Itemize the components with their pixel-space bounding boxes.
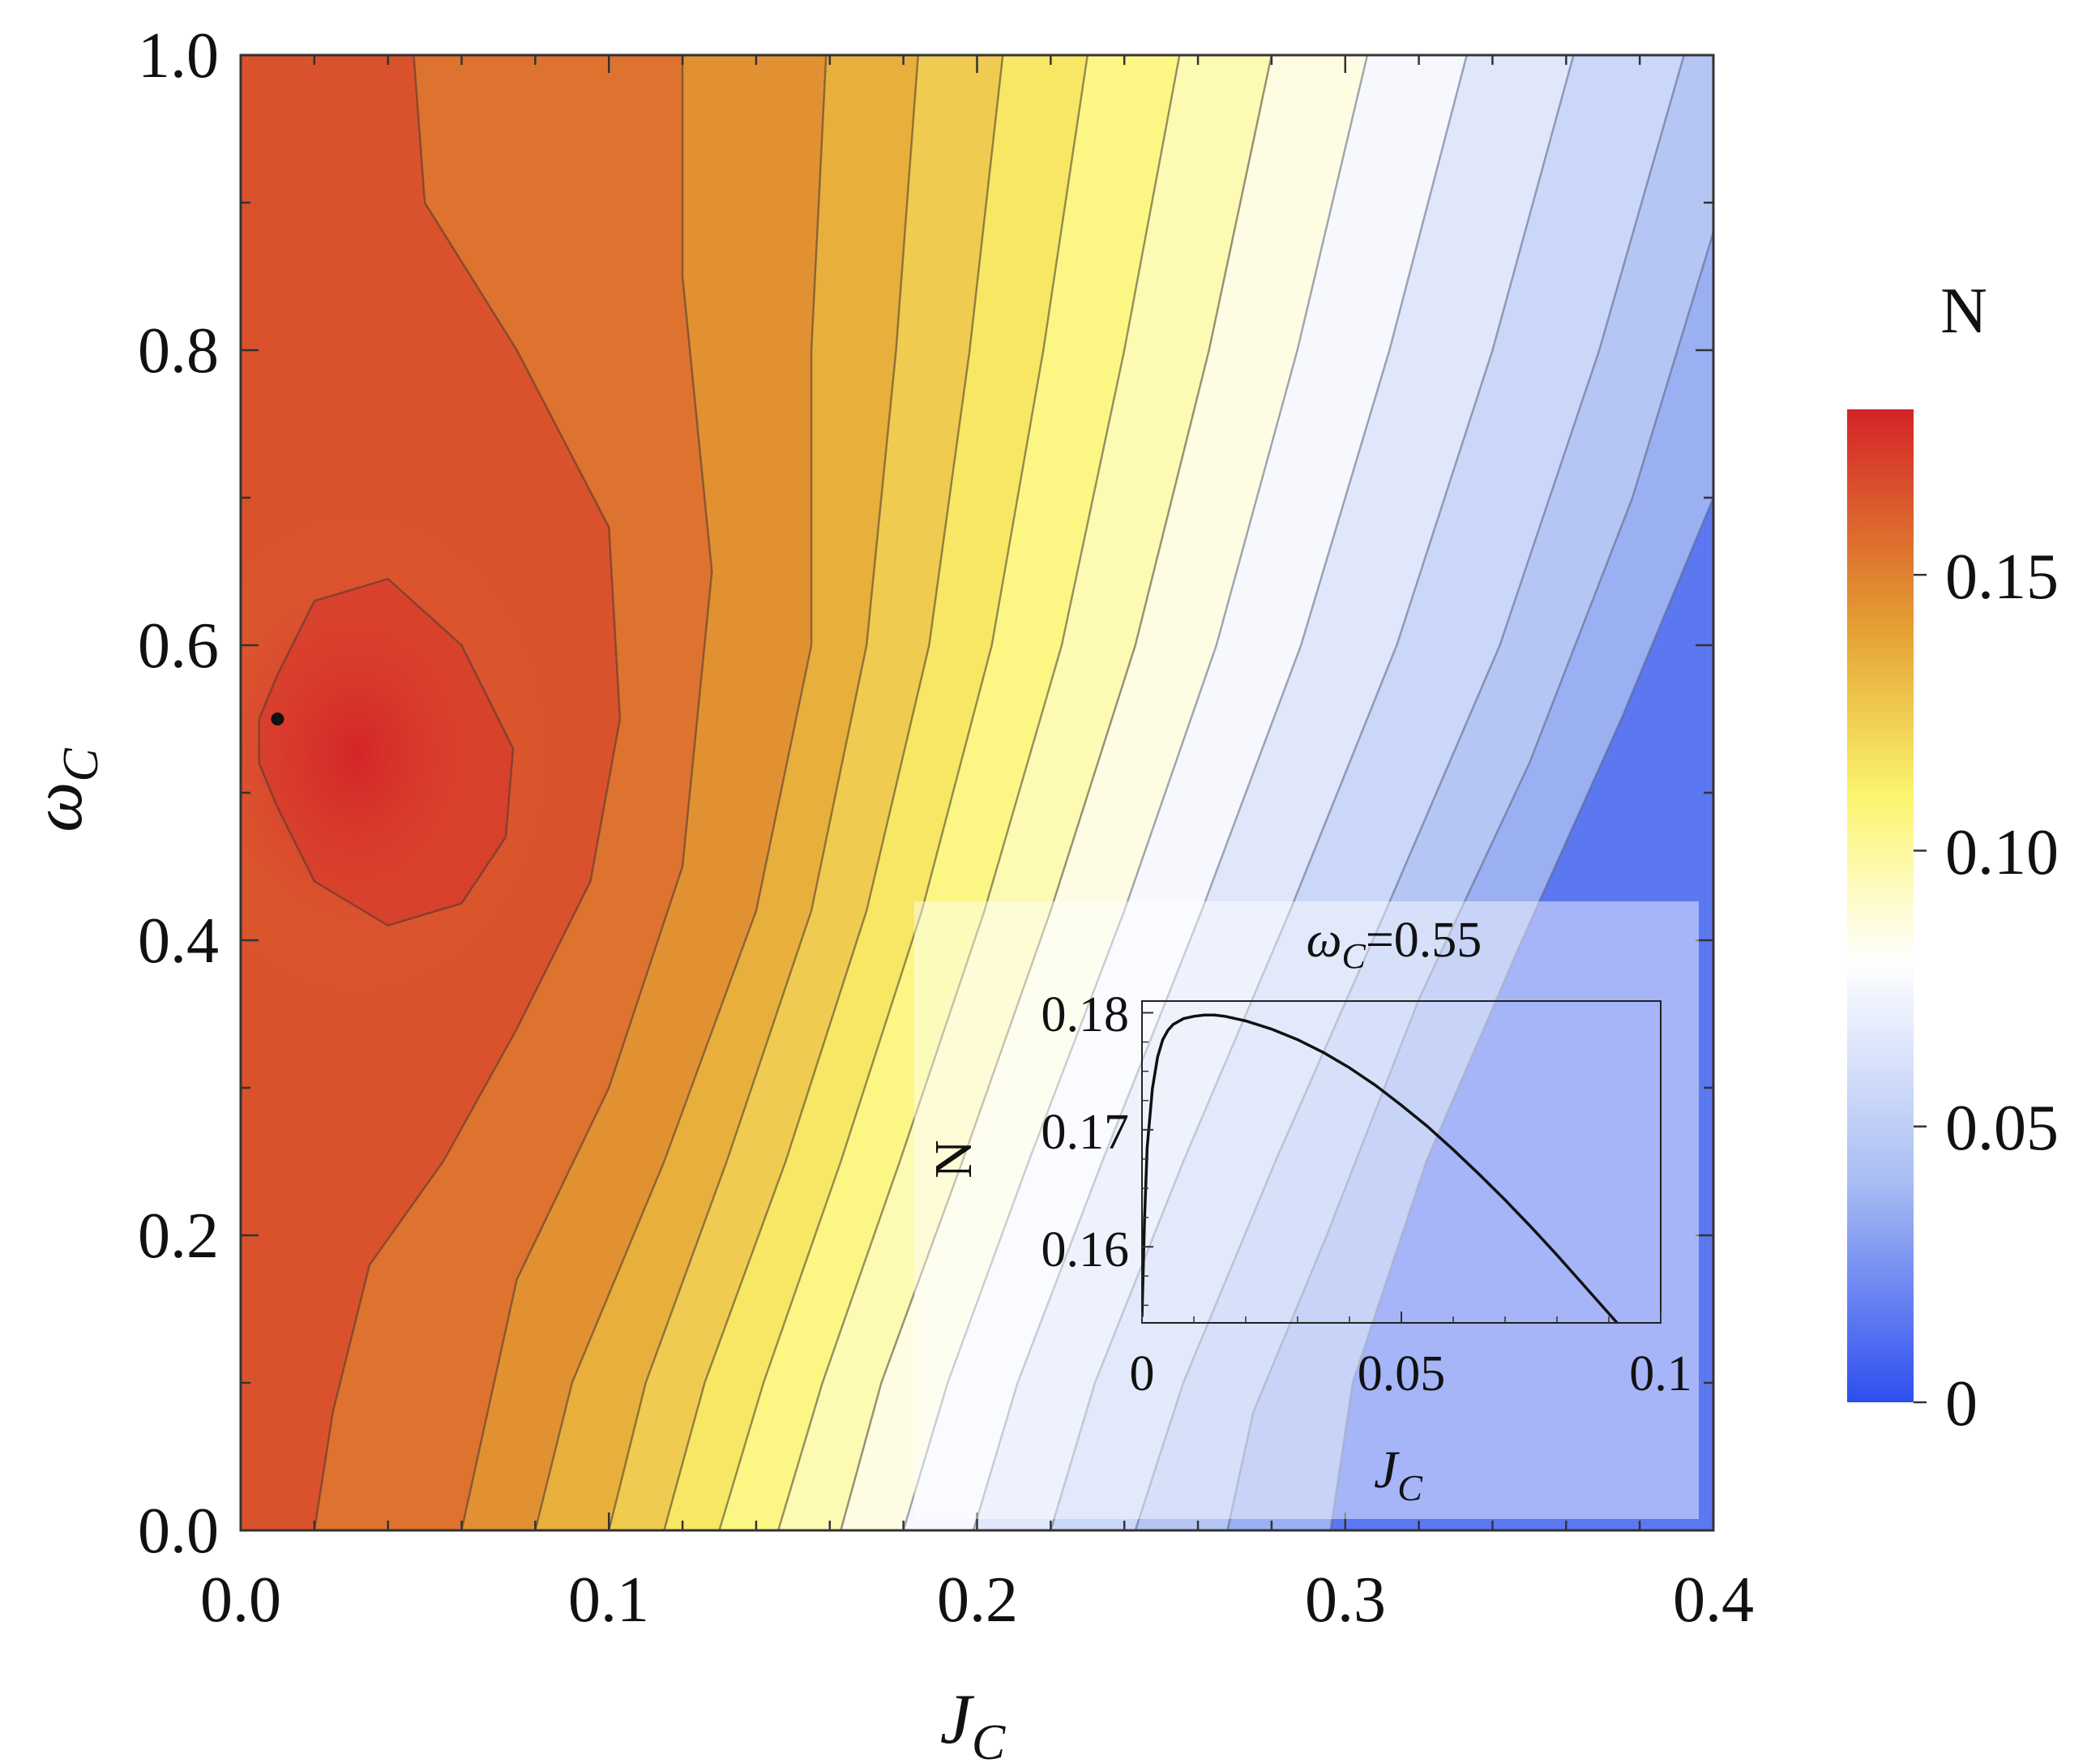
maximum-marker [271, 712, 284, 725]
colorbar-title: N [1940, 276, 1987, 347]
inset-x-axis-title: JC [1374, 1440, 1423, 1508]
contour-line [1226, 232, 1713, 1530]
y-tick-label: 0.4 [138, 905, 219, 977]
inset-x-tick-label: 0.1 [1629, 1346, 1692, 1401]
colorbar-ticks [1914, 573, 1927, 1404]
colorbar-gradient [1847, 409, 1914, 1402]
contour-line [972, 55, 1468, 1530]
contour-lines [258, 55, 1713, 1530]
contour-line [663, 55, 1004, 1530]
maximum-hotspot [241, 511, 551, 997]
x-tick-label: 0.1 [568, 1564, 649, 1636]
colorbar-tick-label: 0.05 [1945, 1093, 2059, 1164]
contour-line [460, 55, 713, 1530]
inset-x-tick-label: 0 [1130, 1346, 1155, 1401]
contour-line [313, 55, 622, 1530]
axis-ticks [239, 53, 1715, 1532]
inset-y-tick-label: 0.16 [1041, 1222, 1130, 1277]
inset-y-axis-title: N [924, 1140, 983, 1179]
contour-line [718, 55, 1089, 1530]
x-tick-label: 0.3 [1305, 1564, 1386, 1636]
inset-axis-ticks [1141, 1012, 1662, 1323]
y-tick-label: 0.6 [138, 610, 219, 682]
inset-series-line [1142, 1013, 1619, 1323]
colorbar-tick-label: 0.15 [1945, 541, 2059, 613]
inset-title: ωC=0.55 [1307, 913, 1482, 976]
contour-line [777, 55, 1181, 1530]
contour-line [1329, 497, 1713, 1530]
colorbar-tick-label: 0.10 [1945, 817, 2059, 888]
inset-y-tick-label: 0.18 [1041, 987, 1130, 1042]
contour-line [840, 55, 1273, 1530]
y-axis-title: ωC [19, 748, 109, 832]
y-tick-label: 0.0 [138, 1496, 219, 1567]
y-tick-label: 0.2 [138, 1200, 219, 1272]
inset-background [914, 901, 1699, 1519]
y-tick-label: 1.0 [138, 20, 219, 92]
inset-x-tick-label: 0.05 [1358, 1346, 1446, 1401]
contour-line [1050, 55, 1575, 1530]
x-axis-title: JC [940, 1680, 1006, 1763]
y-tick-label: 0.8 [138, 315, 219, 387]
density-plot: 0.0 0.1 0.2 0.3 0.4 0.0 0.2 0.4 0.6 0.8 … [19, 20, 1754, 1763]
inset-panel: ωC=0.55 0 0.05 0.1 0.16 0.17 0.18 JC N [914, 901, 1699, 1519]
colorbar: N 0 0.05 0.10 0.15 [1847, 276, 2059, 1440]
contour-line [258, 577, 515, 927]
heatmap-field [241, 55, 1713, 1530]
x-tick-label: 0.2 [937, 1564, 1018, 1636]
contour-line [1134, 55, 1685, 1530]
x-tick-label: 0.4 [1673, 1564, 1754, 1636]
inset-y-tick-label: 0.17 [1041, 1105, 1130, 1160]
contour-line [534, 55, 828, 1530]
contour-line [902, 55, 1369, 1530]
colorbar-tick-label: 0 [1945, 1368, 1978, 1440]
contour-line [608, 55, 920, 1530]
x-tick-label: 0.0 [200, 1564, 281, 1636]
